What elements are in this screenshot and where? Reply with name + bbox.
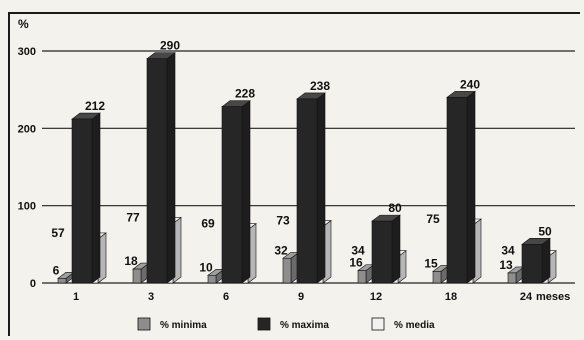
- legend-item-2: % media: [371, 317, 435, 331]
- label-media-9: 73: [276, 214, 290, 228]
- label-minima-1: 6: [53, 263, 60, 277]
- label-minima-18: 15: [424, 256, 438, 270]
- chart-frame: [8, 12, 580, 336]
- bar-minima-1: [57, 271, 75, 284]
- y-tick-label: 200: [18, 123, 36, 135]
- x-tick-label: 12: [370, 291, 382, 303]
- bar-maxima-18: [446, 90, 476, 284]
- label-maxima-18: 240: [460, 77, 480, 91]
- y-tick-label: 0: [30, 278, 36, 290]
- legend-swatch: [137, 317, 151, 331]
- label-media-6: 69: [201, 217, 215, 231]
- label-media-24: 34: [501, 244, 515, 258]
- label-maxima-24: 50: [538, 224, 552, 238]
- legend-label: % media: [394, 320, 435, 331]
- legend-label: % minima: [160, 320, 207, 331]
- label-minima-6: 10: [199, 260, 213, 274]
- x-tick-label: 18: [445, 291, 457, 303]
- label-maxima-3: 290: [160, 39, 180, 53]
- label-minima-24: 13: [499, 258, 513, 272]
- bar-maxima-24: [521, 237, 551, 284]
- label-minima-3: 18: [124, 254, 138, 268]
- label-minima-9: 32: [274, 243, 288, 257]
- legend-swatch: [257, 317, 271, 331]
- x-axis-title: meses: [536, 291, 570, 303]
- label-media-3: 77: [126, 210, 140, 224]
- label-media-18: 75: [426, 212, 440, 226]
- bar-maxima-12: [371, 214, 401, 284]
- x-tick-label: 24: [520, 291, 533, 303]
- bar-maxima-1: [71, 112, 101, 284]
- label-media-12: 34: [351, 244, 365, 258]
- label-media-1: 57: [51, 226, 65, 240]
- x-tick-label: 3: [148, 291, 154, 303]
- x-tick-label: 6: [223, 291, 229, 303]
- y-tick-label: 300: [18, 46, 36, 58]
- data-labels: 6572121187729031069228632732389163480121…: [51, 39, 552, 303]
- label-maxima-6: 228: [235, 87, 255, 101]
- y-tick-label: 100: [18, 201, 36, 213]
- legend: % minima % maxima % media: [137, 317, 435, 331]
- y-axis-title: %: [18, 17, 29, 31]
- legend-item-0: % minima: [137, 317, 207, 331]
- label-maxima-1: 212: [85, 99, 105, 113]
- bar-maxima-3: [146, 52, 176, 284]
- bar-maxima-9: [296, 92, 326, 284]
- x-tick-label: 1: [73, 291, 79, 303]
- label-minima-12: 16: [349, 256, 363, 270]
- label-maxima-9: 238: [310, 79, 330, 93]
- label-maxima-12: 80: [388, 201, 402, 215]
- legend-swatch: [371, 317, 385, 331]
- bar-maxima-6: [221, 100, 251, 284]
- bars: [57, 52, 557, 284]
- x-tick-label: 9: [298, 291, 304, 303]
- legend-label: % maxima: [280, 320, 329, 331]
- legend-item-1: % maxima: [257, 317, 329, 331]
